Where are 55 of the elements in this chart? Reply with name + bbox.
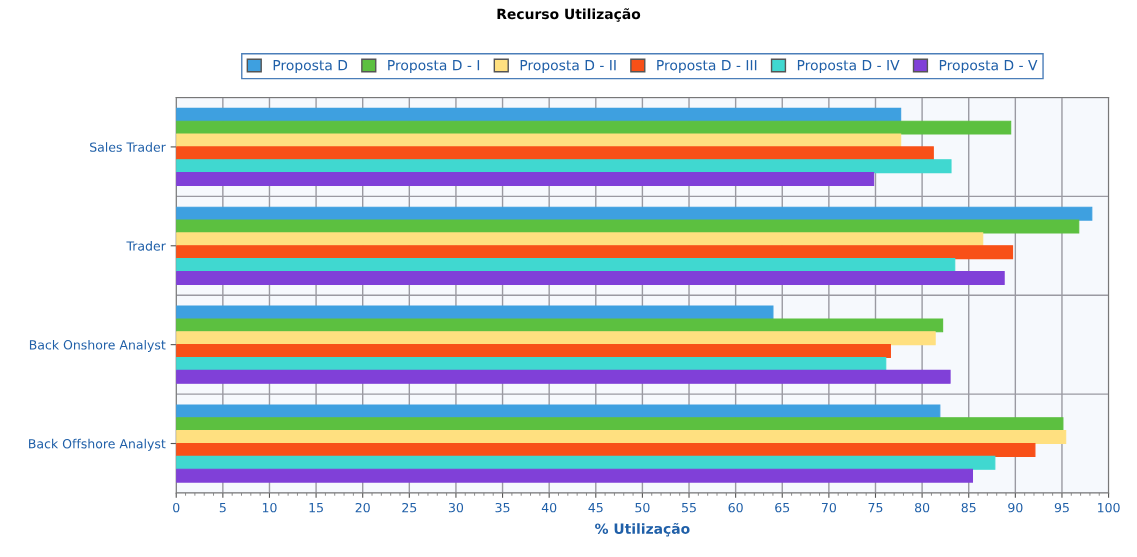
bar: [176, 318, 944, 333]
bar: [176, 107, 902, 122]
x-tick-label: 85: [961, 502, 976, 513]
bar: [176, 133, 902, 148]
y-tick-label: Trader: [126, 241, 166, 251]
bar: [176, 331, 936, 346]
x-tick-label: 40: [541, 502, 557, 513]
legend-label: Proposta D - II: [520, 60, 616, 74]
chart-title: Recurso Utilização: [497, 8, 641, 22]
legend-label: Proposta D - V: [939, 60, 1038, 74]
y-tick-label: Sales Trader: [90, 142, 166, 152]
x-tick-label: 70: [821, 502, 836, 513]
legend-label: Proposta D - IV: [797, 60, 900, 74]
bar: [176, 468, 974, 483]
bar: [176, 258, 956, 273]
x-tick-label: 25: [402, 502, 417, 513]
bar: [176, 417, 1064, 432]
y-tick-label: Back Onshore Analyst: [29, 339, 166, 352]
legend-label: Proposta D - I: [388, 60, 480, 74]
x-tick-label: 75: [868, 503, 883, 513]
x-tick-label: 15: [309, 503, 323, 513]
bar: [176, 430, 1067, 445]
x-axis-title: % Utilização: [595, 522, 690, 537]
x-tick-label: 5: [219, 503, 226, 513]
y-tick-label: Back Offshore Analyst: [29, 438, 166, 451]
x-tick-label: 35: [495, 502, 510, 513]
x-tick-label: 90: [1008, 502, 1023, 513]
bar: [176, 404, 941, 419]
x-tick-label: 100: [1098, 502, 1120, 513]
bar: [176, 369, 951, 384]
bar: [176, 146, 934, 161]
x-tick-label: 10: [262, 502, 277, 513]
x-tick-label: 95: [1054, 502, 1069, 513]
x-tick-label: 30: [448, 502, 464, 513]
bar: [176, 245, 1014, 260]
x-tick-label: 80: [915, 502, 930, 513]
x-tick-label: 0: [173, 502, 180, 513]
bar: [176, 356, 887, 371]
bar: [176, 344, 891, 359]
legend-label: Proposta D - III: [657, 60, 757, 74]
x-tick-label: 60: [728, 502, 743, 513]
x-tick-label: 45: [588, 503, 603, 513]
bar: [176, 172, 875, 187]
x-tick-label: 65: [775, 502, 790, 513]
bar: [176, 219, 1080, 234]
bar: [176, 270, 1005, 285]
bar: [176, 232, 984, 247]
x-tick-label: 20: [355, 502, 370, 513]
bar: [176, 442, 1036, 457]
x-tick-label: 55: [682, 503, 696, 513]
bar: [176, 455, 996, 470]
x-tick-label: 50: [635, 502, 650, 513]
bar: [176, 305, 774, 320]
bar: [176, 159, 952, 174]
legend-label: Proposta D: [273, 60, 348, 74]
